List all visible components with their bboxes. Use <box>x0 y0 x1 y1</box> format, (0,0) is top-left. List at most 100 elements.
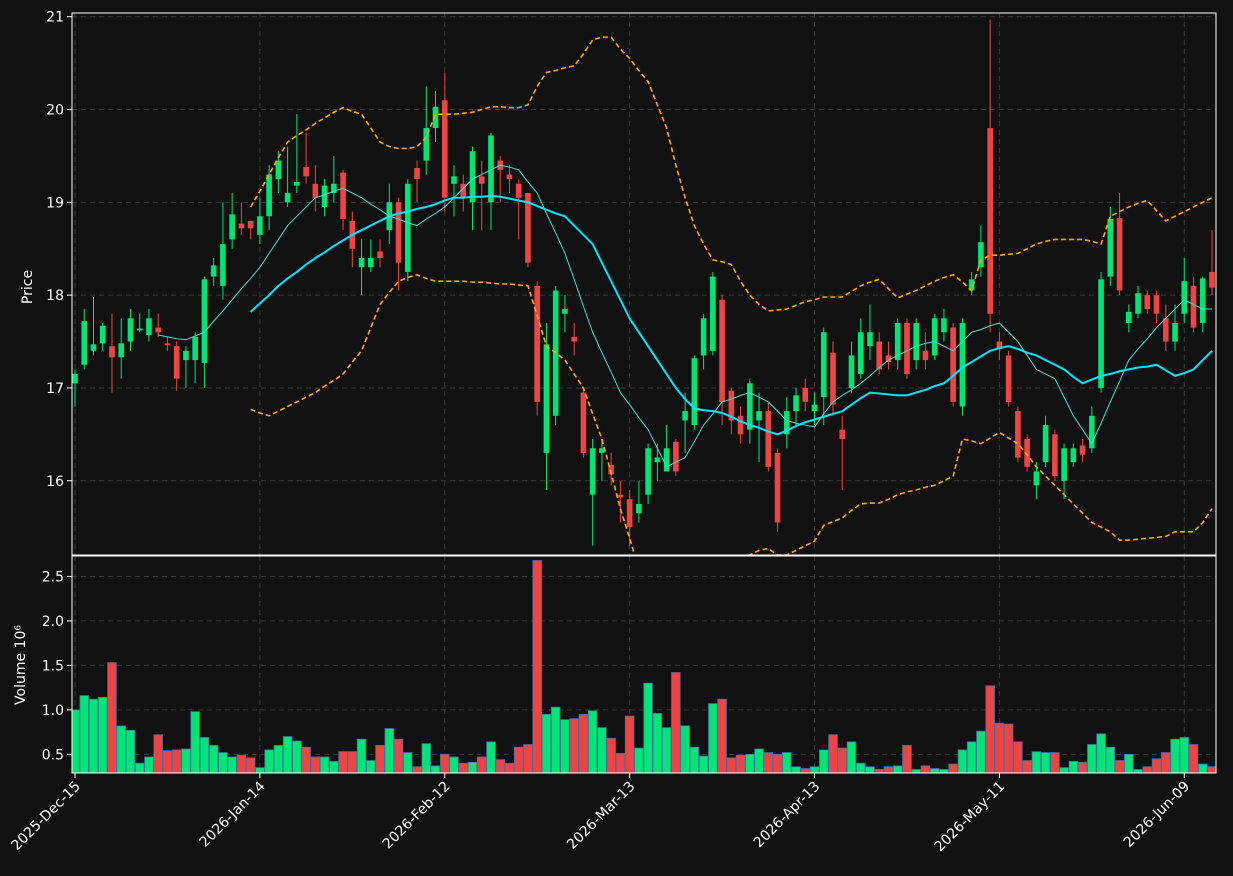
candle-body <box>673 441 679 472</box>
candle-body <box>1005 355 1012 402</box>
volume-bar <box>578 713 589 773</box>
candle-body <box>515 183 522 198</box>
volume-bar <box>384 728 395 773</box>
y-tick-label: 20 <box>46 103 64 119</box>
candle-body <box>192 336 198 361</box>
candle-body <box>765 411 772 467</box>
volume-bar <box>717 698 727 773</box>
volume-frame <box>71 555 1217 774</box>
volume-bar <box>550 706 561 773</box>
volume-bar <box>88 698 99 773</box>
candle-body <box>1209 271 1215 288</box>
candle-body <box>636 503 642 514</box>
volume-bar <box>819 749 829 773</box>
volume-bar <box>1188 744 1199 773</box>
volume-bar <box>1003 723 1014 773</box>
volume-bar <box>412 766 422 773</box>
volume-bar <box>624 715 635 773</box>
candle-body <box>710 276 716 351</box>
volume-bar <box>72 709 80 773</box>
candle-body <box>220 244 226 286</box>
candle-body <box>423 128 430 161</box>
candle-body <box>950 327 956 402</box>
candle-body <box>1116 218 1123 291</box>
candle-body <box>885 355 892 362</box>
candle-body <box>257 216 263 235</box>
candle-body <box>183 350 189 361</box>
candle-body <box>747 383 753 430</box>
candle-body <box>109 346 115 358</box>
candle-body <box>127 318 134 342</box>
candle-body <box>774 452 781 523</box>
volume-bar <box>208 745 219 773</box>
volume-bar <box>477 756 487 773</box>
volume-bar <box>911 769 921 773</box>
volume-bar <box>107 662 117 773</box>
volume-bar <box>504 762 515 773</box>
volume-bar <box>671 672 681 773</box>
candle-body <box>682 411 688 421</box>
volume-bar <box>98 697 108 773</box>
price-axis-label: Price <box>20 270 36 304</box>
volume-bar <box>929 768 940 773</box>
volume-bar <box>1013 741 1023 773</box>
volume-bar <box>772 753 783 773</box>
candle-body <box>247 220 254 229</box>
candle-body <box>700 318 707 356</box>
volume-bar <box>1022 760 1032 773</box>
candle-body <box>201 279 208 363</box>
volume-bar <box>735 754 746 773</box>
volume-bar <box>680 725 690 773</box>
volume-bar <box>282 736 293 773</box>
candle-body <box>451 176 457 184</box>
volume-bar <box>745 753 755 773</box>
candle-body <box>1070 448 1077 463</box>
candle-body <box>164 343 171 346</box>
candle-body <box>506 174 513 180</box>
volume-grid <box>67 556 1216 778</box>
candle-body <box>146 318 152 336</box>
volume-bar <box>513 746 524 773</box>
candle-body <box>358 258 365 268</box>
volume-bar <box>652 713 663 773</box>
candle-body <box>691 358 698 426</box>
volume-bar <box>643 682 653 773</box>
candle-body <box>1144 295 1151 310</box>
volume-bar <box>273 745 284 773</box>
volume-bar <box>319 756 330 773</box>
candle-body <box>210 265 217 277</box>
candle-body <box>525 193 531 263</box>
volume-bar <box>532 560 542 773</box>
candle-body <box>645 448 651 495</box>
volume-bar <box>301 746 311 773</box>
candle-body <box>173 346 180 379</box>
volume-bar <box>634 747 644 773</box>
volume-bar <box>892 765 903 773</box>
candle-body <box>848 355 855 388</box>
candle-body <box>904 322 910 375</box>
volume-bar <box>144 756 154 773</box>
volume-bar <box>597 727 607 773</box>
volume-axis-label: Volume 10⁶ <box>13 625 29 705</box>
candle-body <box>793 395 799 412</box>
volume-bar <box>957 749 968 773</box>
candle-body <box>81 321 88 365</box>
volume-bar <box>1114 760 1125 773</box>
volume-bar <box>1124 753 1134 773</box>
y-tick-label: 16 <box>46 474 64 490</box>
candle-body <box>1190 285 1197 328</box>
candle-body <box>802 387 809 402</box>
candle-body <box>99 325 106 344</box>
volume-bar <box>698 755 709 773</box>
volume-bar <box>939 769 949 773</box>
candle-body <box>913 322 919 361</box>
volume-bar <box>375 745 385 773</box>
volume-bar <box>1170 738 1180 773</box>
volume-bar <box>606 737 616 773</box>
y-tick-label: 2.0 <box>42 614 64 630</box>
candle-body <box>534 285 540 402</box>
candle-body <box>1162 318 1169 342</box>
volume-bar <box>366 760 376 773</box>
volume-bar <box>541 713 552 773</box>
volume-bar <box>181 748 191 773</box>
